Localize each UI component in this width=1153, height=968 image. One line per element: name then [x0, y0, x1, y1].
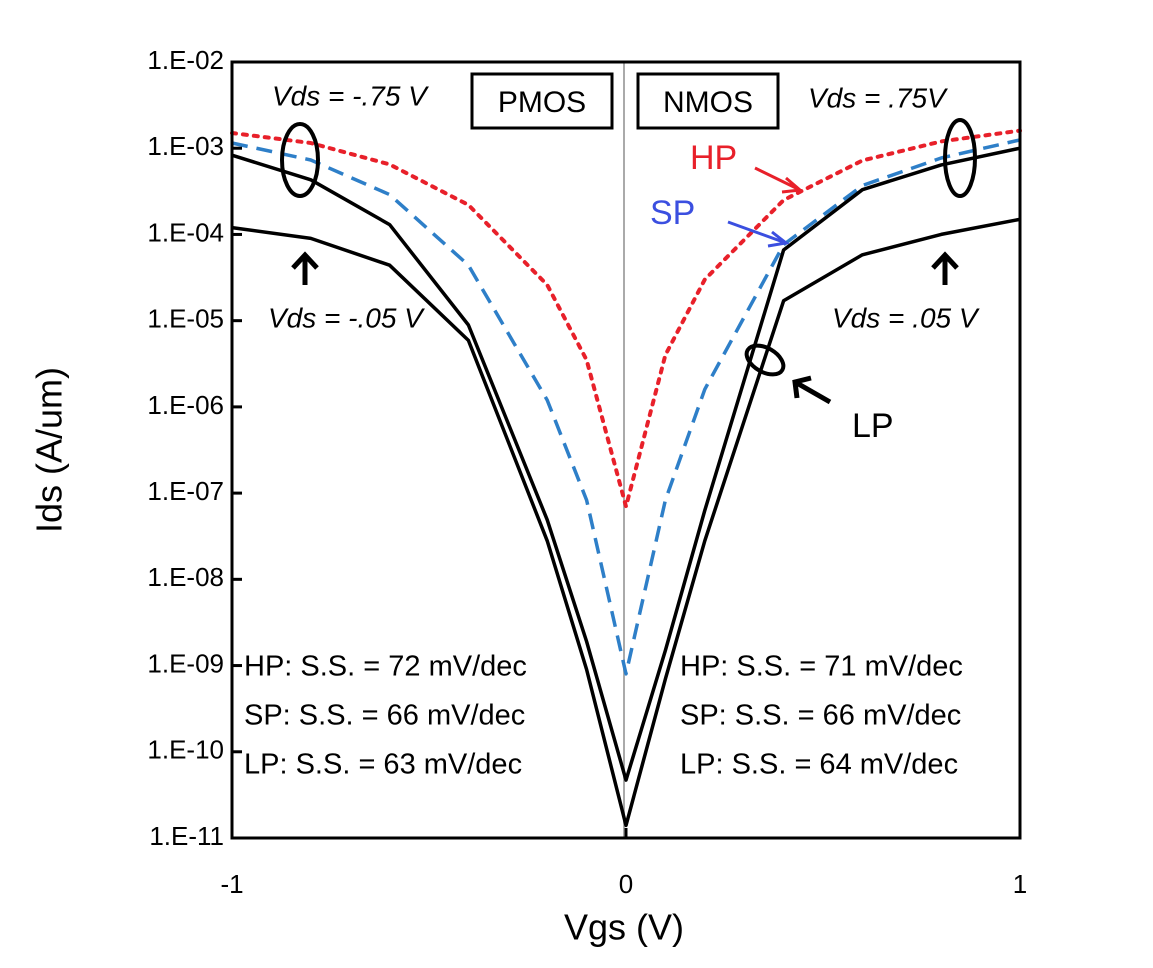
x-tick-label: -1: [220, 869, 243, 899]
x-axis-label: Vgs (V): [564, 907, 684, 948]
y-tick-label: 1.E-07: [147, 476, 224, 506]
annotation: NMOS: [663, 86, 753, 119]
ellipse: [744, 343, 786, 377]
y-tick-label: 1.E-08: [147, 562, 224, 592]
y-tick-label: 1.E-03: [147, 131, 224, 161]
annotation: HP: [690, 139, 737, 177]
y-axis-label: Ids (A/um): [29, 367, 70, 533]
y-tick-label: 1.E-10: [147, 735, 224, 765]
y-tick-label: 1.E-02: [147, 45, 224, 75]
series-line: [230, 128, 1022, 509]
x-tick-label: 0: [619, 869, 633, 899]
y-tick-label: 1.E-09: [147, 648, 224, 678]
ellipse: [280, 122, 320, 198]
annotation: Vds = .05 V: [832, 302, 980, 333]
arrow: [727, 220, 790, 248]
pmos-box: [470, 72, 614, 130]
y-tick-label: 1.E-06: [147, 390, 224, 420]
annotation: LP: S.S. = 63 mV/dec: [244, 749, 522, 781]
y-tick-label: 1.E-04: [147, 217, 224, 247]
annotation: PMOS: [498, 86, 586, 119]
annotation: SP: S.S. = 66 mV/dec: [680, 700, 961, 732]
annotation: LP: [852, 407, 894, 445]
arrow: [754, 166, 804, 194]
annotation: Vds = -.75 V: [272, 80, 429, 111]
annotation: Vds = .75V: [808, 82, 948, 113]
plot-area: [230, 128, 1022, 828]
nmos-box: [636, 72, 780, 130]
arrow: [792, 375, 832, 405]
arrow: [931, 251, 959, 285]
annotation: LP: S.S. = 64 mV/dec: [680, 749, 958, 781]
annotation: SP: S.S. = 66 mV/dec: [244, 700, 525, 732]
series-line: [231, 138, 1021, 676]
arrow: [291, 251, 319, 285]
y-tick-label: 1.E-05: [147, 304, 224, 334]
annotation: HP: S.S. = 72 mV/dec: [244, 651, 527, 683]
markers: [280, 118, 977, 405]
series-line: [231, 217, 1021, 828]
series-line: [231, 146, 1021, 782]
y-tick-label: 1.E-11: [149, 821, 224, 851]
x-tick-label: 1: [1013, 869, 1027, 899]
annotation: HP: S.S. = 71 mV/dec: [680, 651, 963, 683]
ellipse: [943, 118, 977, 198]
annotation: SP: [650, 194, 695, 232]
annotation: Vds = -.05 V: [268, 302, 425, 333]
